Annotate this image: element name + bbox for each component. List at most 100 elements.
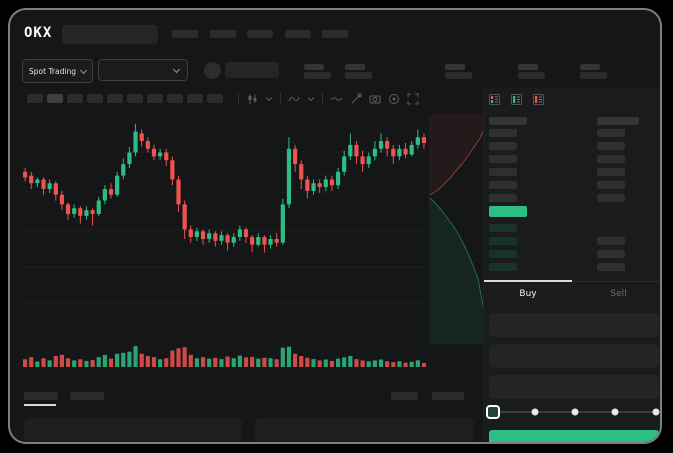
fullscreen-icon[interactable] <box>407 93 419 105</box>
timeframe-button[interactable] <box>187 94 203 103</box>
stat-value-placeholder <box>445 72 472 79</box>
slider-handle[interactable] <box>486 405 500 419</box>
nav-item-placeholder[interactable] <box>210 30 236 38</box>
market-type-selector[interactable]: Spot Trading <box>22 59 93 83</box>
timeframe-button[interactable] <box>87 94 103 103</box>
timeframe-button[interactable] <box>127 94 143 103</box>
indicators-icon[interactable] <box>288 93 300 105</box>
active-tab-indicator <box>484 280 572 282</box>
stat-label-placeholder <box>580 64 600 70</box>
tab-sell-label: Sell <box>610 289 627 299</box>
ask-amount-placeholder <box>597 168 625 176</box>
bid-amount-placeholder <box>597 250 625 258</box>
stat-value-placeholder <box>580 72 607 79</box>
chevron-down-icon[interactable] <box>307 95 315 103</box>
stat-value-placeholder <box>345 72 372 79</box>
draw-tool-icon[interactable] <box>350 92 362 105</box>
amount-percent-slider[interactable] <box>484 403 662 421</box>
divider <box>238 93 239 104</box>
slider-stop-dot[interactable] <box>531 408 539 416</box>
chevron-down-icon[interactable] <box>265 95 273 103</box>
open-orders-panel <box>24 418 242 442</box>
orderbook-combined-icon[interactable] <box>489 94 500 105</box>
bottom-tab-placeholder[interactable] <box>70 392 104 400</box>
nav-item-placeholder[interactable] <box>247 30 273 38</box>
candlestick-chart[interactable] <box>22 110 427 375</box>
depth-preview-chart[interactable] <box>429 114 484 344</box>
market-type-label: Spot Trading <box>29 66 76 76</box>
price-input-placeholder[interactable] <box>489 313 659 337</box>
pair-dropdown[interactable] <box>98 59 188 81</box>
orderbook-asks-icon[interactable] <box>533 94 544 105</box>
ask-amount-placeholder <box>597 155 625 163</box>
timeframe-button[interactable] <box>67 94 83 103</box>
alerts-icon[interactable] <box>388 93 400 105</box>
ask-price-placeholder <box>489 181 517 189</box>
pair-name-placeholder <box>225 62 279 78</box>
timeframe-button[interactable] <box>167 94 183 103</box>
app-window: OKX Spot Trading <box>8 8 662 444</box>
slider-stop-dot[interactable] <box>611 408 619 416</box>
divider <box>280 93 281 104</box>
stat-value-placeholder <box>518 72 545 79</box>
nav-item-placeholder[interactable] <box>285 30 311 38</box>
bottom-control-placeholder[interactable] <box>391 392 418 400</box>
ask-price-placeholder <box>489 129 517 137</box>
bottom-control-placeholder[interactable] <box>432 392 464 400</box>
bid-price-placeholder <box>489 250 517 258</box>
nav-item-placeholder[interactable] <box>172 30 198 38</box>
ask-amount-placeholder <box>597 194 625 202</box>
chevron-down-icon <box>79 66 88 74</box>
timeframe-button[interactable] <box>47 94 63 103</box>
orderbook-view-switcher <box>489 94 544 105</box>
candle-type-icon[interactable] <box>246 93 258 105</box>
amount-input-placeholder[interactable] <box>489 344 659 368</box>
stat-label-placeholder <box>445 64 465 70</box>
ask-price-placeholder <box>489 168 517 176</box>
trade-sidebar: Buy Sell <box>483 87 662 442</box>
timeframe-button[interactable] <box>27 94 43 103</box>
stat-label-placeholder <box>518 64 538 70</box>
ask-amount-placeholder <box>597 129 625 137</box>
buy-submit-button[interactable] <box>489 430 659 442</box>
bid-price-placeholder <box>489 224 517 232</box>
ask-amount-placeholder <box>597 142 625 150</box>
bottom-tab-placeholder[interactable] <box>24 392 58 400</box>
timeframe-button[interactable] <box>107 94 123 103</box>
ask-price-placeholder <box>489 155 517 163</box>
orderbook-col-header <box>597 117 639 125</box>
nav-item-placeholder[interactable] <box>322 30 348 38</box>
bid-amount-placeholder <box>597 263 625 271</box>
last-price-badge[interactable] <box>489 206 527 217</box>
ask-price-placeholder <box>489 194 517 202</box>
ask-amount-placeholder <box>597 181 625 189</box>
bid-price-placeholder <box>489 237 517 245</box>
tab-sell[interactable]: Sell <box>572 286 660 302</box>
timeframe-button[interactable] <box>147 94 163 103</box>
orderbook-bids-icon[interactable] <box>511 94 522 105</box>
total-input-placeholder[interactable] <box>489 375 659 399</box>
timeframe-button[interactable] <box>207 94 223 103</box>
line-style-icon[interactable] <box>330 93 343 105</box>
ask-price-placeholder <box>489 142 517 150</box>
stat-value-placeholder <box>304 72 331 79</box>
header-search-placeholder[interactable] <box>62 25 158 44</box>
stat-label-placeholder <box>304 64 324 70</box>
stat-label-placeholder <box>345 64 365 70</box>
chart-toolbar <box>238 92 419 105</box>
bid-price-placeholder <box>489 263 517 271</box>
pair-coin-icon <box>204 62 221 79</box>
orderbook-col-header <box>489 117 527 125</box>
slider-stop-dot[interactable] <box>652 408 660 416</box>
order-history-panel <box>255 418 474 442</box>
tab-buy-label: Buy <box>519 289 537 299</box>
tab-buy[interactable]: Buy <box>484 286 572 302</box>
bottom-active-tab-indicator <box>24 404 56 406</box>
divider <box>322 93 323 104</box>
chevron-down-icon <box>172 65 181 73</box>
camera-icon[interactable] <box>369 93 381 105</box>
slider-stop-dot[interactable] <box>571 408 579 416</box>
okx-logo: OKX <box>24 25 53 41</box>
divider <box>484 281 660 282</box>
